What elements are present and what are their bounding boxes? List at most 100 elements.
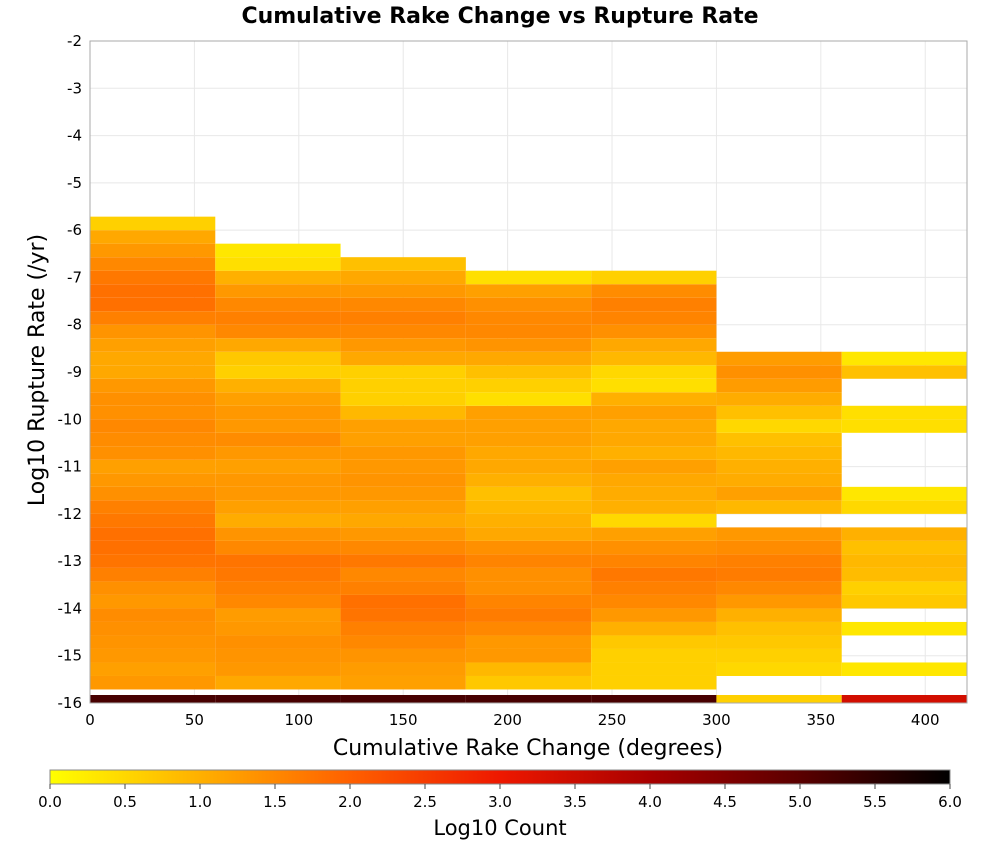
colorbar-tick-label: 1.5 — [263, 793, 287, 811]
heatmap-cell — [340, 608, 466, 622]
heatmap-cell — [465, 284, 592, 298]
heatmap-cell — [716, 608, 842, 622]
heatmap-cell — [90, 324, 216, 339]
colorbar-tick-label: 4.5 — [713, 793, 737, 811]
heatmap-cell — [90, 243, 216, 258]
colorbar-tick-label: 1.0 — [188, 793, 212, 811]
y-tick-label: -9 — [67, 363, 82, 381]
heatmap-cell — [716, 486, 842, 501]
heatmap-cell — [716, 500, 842, 514]
heatmap-cell — [90, 365, 216, 379]
heatmap-cell — [465, 648, 592, 663]
heatmap-cell — [465, 675, 592, 690]
heatmap-cell — [90, 392, 216, 406]
heatmap-cell — [591, 446, 717, 460]
heatmap-cell — [465, 324, 592, 339]
heatmap-cell — [340, 351, 466, 366]
y-tick-label: -11 — [58, 458, 83, 476]
heatmap-cell — [841, 405, 967, 420]
x-tick-label: 50 — [185, 711, 204, 729]
heatmap-cell — [340, 365, 466, 379]
heatmap-cell — [465, 695, 592, 703]
heatmap-cell — [90, 405, 216, 420]
heatmap-cell — [465, 392, 592, 406]
heatmap-cell — [591, 392, 717, 406]
x-tick-label: 200 — [493, 711, 522, 729]
heatmap-cell — [591, 324, 717, 339]
heatmap-cell — [340, 581, 466, 595]
heatmap-cell — [340, 648, 466, 663]
heatmap-cell — [591, 405, 717, 420]
heatmap-cell — [90, 621, 216, 636]
heatmap-cell — [465, 351, 592, 366]
heatmap-cell — [215, 581, 341, 595]
heatmap-cell — [340, 594, 466, 609]
heatmap-cell — [215, 594, 341, 609]
y-tick-label: -3 — [67, 79, 82, 97]
heatmap-cell — [591, 311, 717, 325]
heatmap-cell — [340, 297, 466, 312]
heatmap-cell — [90, 378, 216, 393]
heatmap-cell — [340, 635, 466, 649]
y-tick-label: -6 — [67, 221, 82, 239]
y-tick-label: -16 — [58, 694, 83, 712]
heatmap-cell — [591, 432, 717, 447]
heatmap-cell — [90, 311, 216, 325]
heatmap-cell — [716, 378, 842, 393]
colorbar-tick-label: 4.0 — [638, 793, 662, 811]
heatmap-cell — [215, 527, 341, 541]
heatmap-cell — [591, 351, 717, 366]
heatmap-cell — [340, 324, 466, 339]
heatmap-cell — [215, 284, 341, 298]
heatmap-cell — [716, 527, 842, 541]
heatmap-cell — [716, 351, 842, 366]
heatmap-cell — [215, 540, 341, 555]
heatmap-cell — [716, 392, 842, 406]
heatmap-cell — [591, 500, 717, 514]
heatmap-cell — [90, 486, 216, 501]
heatmap-cell — [340, 695, 466, 703]
heatmap-cell — [591, 540, 717, 555]
heatmap-cell — [841, 419, 967, 433]
heatmap-cell — [591, 594, 717, 609]
heatmap-cell — [716, 446, 842, 460]
heatmap-cell — [215, 405, 341, 420]
heatmap-cell — [90, 567, 216, 582]
heatmap-cell — [340, 311, 466, 325]
heatmap-cell — [215, 635, 341, 649]
y-tick-labels: -2 -3 -4 -5 -6 -7 -8 -9 -10 -11 -12 -13 -14 -15 -16 — [58, 32, 83, 712]
heatmap-cell — [591, 554, 717, 568]
heatmap-cell — [340, 378, 466, 393]
heatmap-cell — [215, 243, 341, 258]
chart-title: Cumulative Rake Change vs Rupture Rate — [241, 4, 758, 29]
heatmap-cell — [215, 297, 341, 312]
heatmap-cell — [465, 473, 592, 487]
heatmap-cell — [465, 311, 592, 325]
heatmap-cell — [90, 695, 216, 703]
heatmap-cell — [591, 486, 717, 501]
heatmap-cell — [465, 338, 592, 352]
heatmap-cell — [841, 365, 967, 379]
heatmap-cell — [215, 270, 341, 285]
heatmap-cell — [465, 608, 592, 622]
colorbar-tick-label: 5.5 — [863, 793, 887, 811]
heatmap-cell — [841, 540, 967, 555]
colorbar-tick-label: 6.0 — [938, 793, 962, 811]
x-tick-label: 0 — [85, 711, 95, 729]
heatmap-cell — [465, 378, 592, 393]
heatmap-cell — [340, 486, 466, 501]
heatmap-cell — [90, 432, 216, 447]
heatmap-cell — [90, 257, 216, 271]
heatmap-cell — [90, 554, 216, 568]
heatmap-cell — [465, 297, 592, 312]
heatmap-cell — [340, 540, 466, 555]
heatmap-cell — [215, 621, 341, 636]
y-tick-label: -14 — [58, 599, 83, 617]
heatmap-cell — [591, 419, 717, 433]
heatmap-cell — [841, 662, 967, 676]
heatmap-cell — [591, 648, 717, 663]
colorbar — [49, 769, 951, 785]
colorbar-tick-label: 2.5 — [413, 793, 437, 811]
heatmap-cell — [90, 648, 216, 663]
x-tick-label: 100 — [284, 711, 313, 729]
